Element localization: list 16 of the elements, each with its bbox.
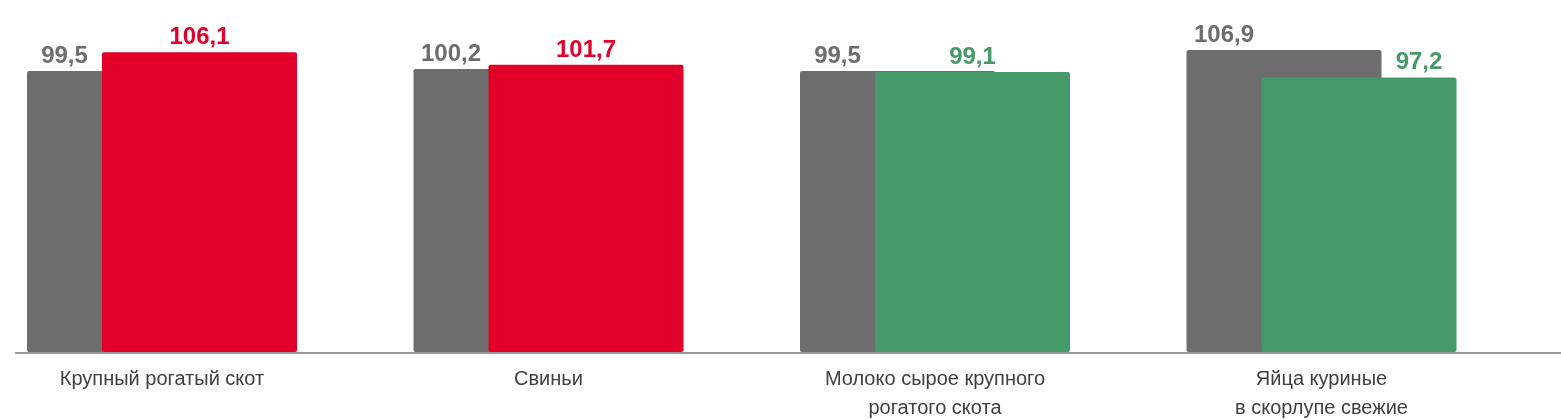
data-label: 99,1 xyxy=(949,42,996,70)
data-label: 101,7 xyxy=(555,34,617,62)
data-label: 100,2 xyxy=(420,38,482,66)
x-tick-label: Крупный рогатый скот xyxy=(59,367,265,389)
x-tick-label: Свиньи xyxy=(514,367,583,389)
data-label: 106,9 xyxy=(1193,20,1255,47)
x-tick-label: Яйца куриные в скорлупе свежие xyxy=(1235,367,1408,418)
data-label: 106,1 xyxy=(169,22,230,50)
bar xyxy=(102,52,297,352)
bar xyxy=(1261,77,1457,352)
x-tick-label: Молоко сырое крупного рогатого скота xyxy=(824,367,1046,418)
bar xyxy=(488,64,684,352)
data-label: 99,5 xyxy=(814,40,861,68)
bar xyxy=(875,72,1070,352)
data-label: 97,2 xyxy=(1395,47,1443,75)
data-label: 99,5 xyxy=(41,40,88,68)
